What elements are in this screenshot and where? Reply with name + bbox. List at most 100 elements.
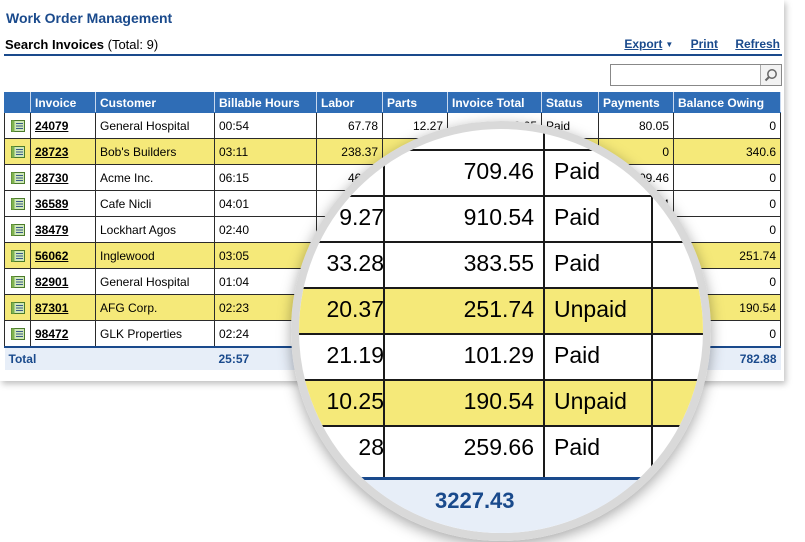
magnified-row: 709.46 Paid [299,149,703,197]
customer-cell: General Hospital [95,112,215,139]
invoice-link[interactable]: 38479 [35,222,69,237]
invoice-count: (Total: 9) [107,37,159,52]
hours-cell: 04:01 [214,190,317,217]
magnified-status: Paid [554,158,601,184]
row-icon-cell[interactable] [4,320,31,348]
magnified-labor: 20.37 [326,296,384,322]
magnified-labor: 33.28 [326,250,384,276]
invoice-cell: 98472 [30,320,96,348]
table-header-row: Invoice Customer Billable Hours Labor Parts I… [4,92,781,113]
invoice-cell: 28730 [30,164,96,191]
search-heading: Search Invoices (Total: 9) [5,37,158,52]
export-button[interactable]: Export ▼ [624,37,673,51]
magnified-labor: 10.25 [326,388,384,414]
invoice-link[interactable]: 36589 [35,196,69,211]
row-icon-cell[interactable] [4,216,31,243]
magnified-status: Unpaid [554,388,627,414]
column-header[interactable]: Customer [95,92,215,113]
document-icon [10,328,25,341]
search-heading-label: Search Invoices [5,37,104,52]
invoice-cell: 38479 [30,216,96,243]
row-icon-cell[interactable] [4,138,31,165]
magnified-row: 9.27 910.54 Paid [299,195,703,243]
magnified-status: Paid [554,250,601,276]
toolbar: Export ▼ Print Refresh [610,37,780,51]
search-box [610,64,782,86]
document-icon [10,172,25,185]
row-icon-cell[interactable] [4,242,31,269]
invoice-cell: 28723 [30,138,96,165]
magnified-row: 20.37 251.74 Unpaid [299,287,703,335]
magnified-labor: 9.27 [339,204,384,230]
column-header [4,92,31,113]
refresh-link[interactable]: Refresh [735,37,780,51]
magnified-status: Unpaid [554,296,627,322]
magnified-total: 3227.43 [299,477,703,533]
magnified-invoice-total: 190.54 [463,388,534,414]
balance-cell: 0 [673,190,781,217]
labor-cell: 67.78 [316,112,383,139]
invoice-link[interactable]: 28723 [35,144,69,159]
magnified-labor: 21.19 [326,342,384,368]
column-header[interactable]: Status [541,92,599,113]
invoice-link[interactable]: 87301 [35,300,69,315]
magnified-row: 33.28 383.55 Paid [299,241,703,289]
search-button[interactable] [760,65,781,85]
magnified-rows: 709.46 Paid 9.27 910.54 Paid 33.28 383.55 Paid 2… [299,129,703,533]
magnified-invoice-total: 910.54 [463,204,534,230]
invoice-link[interactable]: 56062 [35,248,69,263]
row-icon-cell[interactable] [4,190,31,217]
print-link[interactable]: Print [690,37,718,51]
row-icon-cell[interactable] [4,268,31,295]
magnified-column-divider [651,129,653,493]
magnified-invoice-total: 259.66 [463,434,534,460]
document-icon [10,198,25,211]
balance-cell: 0 [673,216,781,243]
magnifier-icon [764,69,777,82]
search-input[interactable] [612,66,762,82]
hours-cell: 02:40 [214,216,317,243]
column-header[interactable]: Parts [382,92,448,113]
column-header[interactable]: Invoice [30,92,96,113]
customer-cell: Inglewood [95,242,215,269]
document-icon [10,120,25,133]
magnified-status: Paid [554,204,601,230]
magnified-invoice-total: 709.46 [463,158,534,184]
column-header[interactable]: Balance Owing [673,92,781,113]
totals-label: Total [4,346,215,370]
invoice-link[interactable]: 24079 [35,118,69,133]
column-header[interactable]: Payments [598,92,674,113]
customer-cell: General Hospital [95,268,215,295]
document-icon [10,302,25,315]
invoice-cell: 36589 [30,190,96,217]
labor-cell: 238.37 [316,138,383,165]
invoice-link[interactable]: 82901 [35,274,69,289]
column-header[interactable]: Labor [316,92,383,113]
magnified-status: Paid [554,434,601,460]
invoice-link[interactable]: 28730 [35,170,69,185]
column-header[interactable]: Billable Hours [214,92,317,113]
export-label: Export [624,37,663,51]
row-icon-cell[interactable] [4,294,31,321]
customer-cell: Cafe Nicli [95,190,215,217]
invoice-cell: 87301 [30,294,96,321]
customer-cell: AFG Corp. [95,294,215,321]
magnified-invoice-total: 101.29 [463,342,534,368]
customer-cell: Lockhart Agos [95,216,215,243]
magnified-row: 10.25 190.54 Unpaid [299,379,703,427]
magnified-labor: 28 [358,434,384,460]
customer-cell: GLK Properties [95,320,215,348]
magnified-row: 21.19 101.29 Paid [299,333,703,381]
invoice-cell: 56062 [30,242,96,269]
document-icon [10,250,25,263]
invoice-link[interactable]: 98472 [35,326,69,341]
column-header[interactable]: Invoice Total [447,92,542,113]
grand-total: 3227.43 [435,488,515,513]
hours-cell: 03:05 [214,242,317,269]
magnified-row: 28 259.66 Paid [299,425,703,473]
magnifier-lens: 709.46 Paid 9.27 910.54 Paid 33.28 383.55 Paid 2… [291,121,711,541]
magnified-column-divider [383,129,385,493]
row-icon-cell[interactable] [4,164,31,191]
row-icon-cell[interactable] [4,112,31,139]
